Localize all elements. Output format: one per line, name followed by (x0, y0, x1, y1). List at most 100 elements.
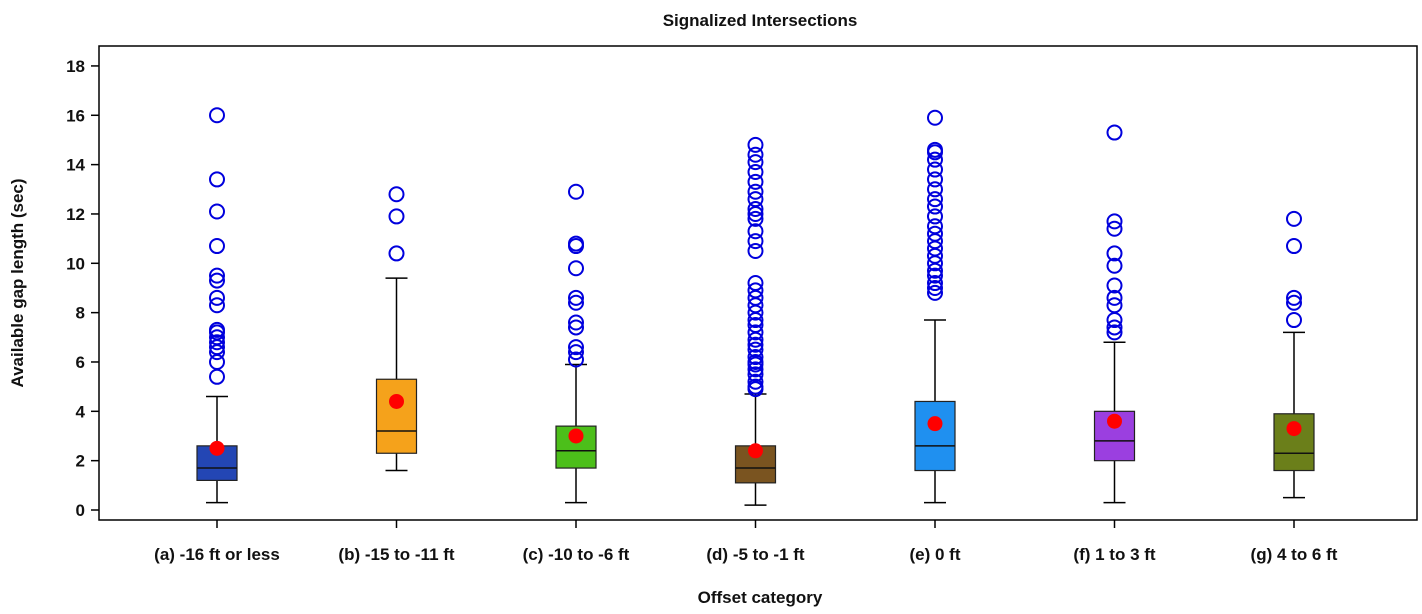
outlier-point (568, 294, 584, 311)
outlier-point (747, 201, 764, 218)
y-tick-label: 2 (76, 452, 85, 471)
outlier-point (568, 289, 584, 306)
outlier-point (927, 181, 943, 198)
outlier-point (927, 279, 943, 296)
outlier-point (747, 210, 764, 227)
outlier-point (747, 146, 764, 163)
outlier-point (747, 275, 764, 292)
plot-frame (98, 45, 1418, 521)
box-group (1273, 210, 1315, 499)
mean-marker (927, 416, 943, 432)
x-tick-label: (b) -15 to -11 ft (338, 545, 455, 564)
x-tick-label: (a) -16 ft or less (154, 545, 280, 564)
y-axis-label: Available gap length (sec) (8, 178, 27, 387)
outlier-point (209, 267, 225, 284)
outlier-point (1106, 289, 1123, 306)
outlier-point (927, 284, 943, 301)
outlier-point (1106, 213, 1123, 230)
box-group (196, 107, 238, 504)
outlier-point (568, 351, 584, 368)
x-tick-label: (e) 0 ft (910, 545, 961, 564)
outlier-point (388, 245, 405, 262)
outlier-point (927, 141, 943, 158)
outlier-point (568, 235, 584, 252)
y-tick-label: 4 (76, 402, 86, 421)
box-group (734, 136, 777, 506)
outlier-point (927, 225, 943, 242)
outlier-point (1286, 294, 1302, 311)
outlier-point (927, 267, 943, 284)
outlier-point (747, 373, 764, 390)
outlier-point (1106, 319, 1123, 336)
mean-marker (568, 428, 584, 444)
outlier-point (747, 136, 764, 153)
outlier-point (1106, 297, 1123, 314)
outlier-point (927, 191, 943, 208)
outlier-point (747, 353, 764, 370)
outlier-point (209, 334, 225, 351)
y-tick-label: 18 (66, 57, 85, 76)
outlier-point (747, 341, 764, 358)
outlier-point (747, 361, 764, 378)
outlier-point (747, 349, 764, 366)
y-tick-label: 14 (66, 156, 85, 175)
outlier-point (388, 186, 405, 203)
outlier-point (209, 368, 225, 385)
y-tick-label: 16 (66, 106, 85, 125)
x-tick-label: (c) -10 to -6 ft (523, 545, 630, 564)
outlier-point (209, 329, 225, 346)
box-group (375, 186, 418, 472)
outlier-point (747, 378, 764, 395)
y-tick-label: 12 (66, 205, 85, 224)
outlier-point (747, 173, 764, 190)
outlier-point (1286, 238, 1302, 255)
box-group (1093, 124, 1136, 504)
mean-marker (1286, 421, 1302, 437)
outlier-point (1286, 289, 1302, 306)
mean-marker (748, 443, 763, 459)
outlier-point (747, 223, 764, 240)
outlier-point (1106, 220, 1123, 237)
x-tick-label: (g) 4 to 6 ft (1251, 545, 1338, 564)
box-group (914, 109, 956, 504)
y-tick-label: 10 (66, 254, 85, 273)
outlier-point (747, 183, 764, 200)
outlier-point (747, 316, 764, 333)
outlier-point (927, 218, 943, 235)
outlier-point (209, 238, 225, 255)
outlier-point (747, 242, 764, 259)
outlier-point (927, 171, 943, 188)
outlier-point (927, 198, 943, 215)
x-tick-label: (d) -5 to -1 ft (706, 545, 805, 564)
iqr-box (914, 400, 956, 472)
y-tick-label: 6 (76, 353, 85, 372)
outlier-point (1106, 257, 1123, 274)
x-tick-label: (f) 1 to 3 ft (1073, 545, 1155, 564)
y-axis: 0 2 4 6 8 10 12 14 16 18 (66, 57, 99, 520)
outlier-point (209, 171, 225, 188)
outlier-point (568, 339, 584, 356)
boxes-layer (196, 107, 1315, 506)
mean-marker (209, 440, 225, 456)
chart-title: Signalized Intersections (663, 11, 858, 30)
y-tick-label: 0 (76, 501, 85, 520)
outlier-point (568, 344, 584, 361)
outlier-point (1106, 245, 1123, 262)
mean-marker (389, 393, 404, 409)
outlier-point (568, 260, 584, 277)
outlier-point (747, 324, 764, 341)
outlier-point (1106, 277, 1123, 294)
outlier-point (209, 203, 225, 220)
outlier-point (568, 183, 584, 200)
outlier-point (1106, 124, 1123, 141)
outlier-point (209, 272, 225, 289)
iqr-box (375, 378, 418, 454)
outlier-point (747, 366, 764, 383)
y-tick-label: 8 (76, 304, 85, 323)
outlier-point (927, 109, 943, 126)
outlier-point (568, 319, 584, 336)
outlier-point (209, 321, 225, 338)
outlier-point (927, 275, 943, 292)
outlier-point (927, 208, 943, 225)
